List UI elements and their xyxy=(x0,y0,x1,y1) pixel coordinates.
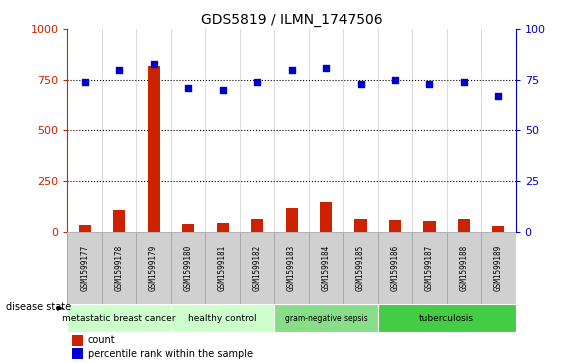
Text: count: count xyxy=(87,335,115,345)
Point xyxy=(356,81,365,87)
Bar xyxy=(72,335,83,346)
Point xyxy=(390,77,400,83)
Text: GSM1599177: GSM1599177 xyxy=(80,245,89,291)
Bar xyxy=(274,232,309,304)
Bar xyxy=(102,232,137,304)
Bar xyxy=(389,220,401,232)
Bar xyxy=(458,219,470,232)
Text: GSM1599183: GSM1599183 xyxy=(287,245,296,291)
Text: tuberculosis: tuberculosis xyxy=(419,314,474,323)
Point xyxy=(218,87,227,93)
Text: GSM1599180: GSM1599180 xyxy=(183,245,193,291)
Bar xyxy=(217,223,229,232)
Bar xyxy=(137,232,171,304)
Bar xyxy=(285,208,298,232)
Text: disease state: disease state xyxy=(6,302,71,312)
Bar xyxy=(72,348,83,359)
Text: healthy control: healthy control xyxy=(188,314,257,323)
Bar xyxy=(424,221,435,232)
Point xyxy=(114,67,124,73)
Text: GSM1599179: GSM1599179 xyxy=(149,245,158,291)
Bar xyxy=(205,232,240,304)
Bar xyxy=(343,232,378,304)
Bar xyxy=(240,232,274,304)
Bar xyxy=(309,232,343,304)
Text: GSM1599178: GSM1599178 xyxy=(115,245,124,291)
Bar xyxy=(182,224,194,232)
Text: GSM1599184: GSM1599184 xyxy=(322,245,331,291)
Bar xyxy=(67,304,171,332)
Text: ►: ► xyxy=(57,302,65,312)
Point xyxy=(183,85,193,91)
Bar xyxy=(378,304,516,332)
Point xyxy=(253,79,262,85)
Bar xyxy=(412,232,447,304)
Bar xyxy=(79,225,91,232)
Point xyxy=(459,79,469,85)
Bar xyxy=(67,232,102,304)
Text: percentile rank within the sample: percentile rank within the sample xyxy=(87,349,253,359)
Bar xyxy=(320,203,332,232)
Bar xyxy=(378,232,412,304)
Point xyxy=(287,67,296,73)
Title: GDS5819 / ILMN_1747506: GDS5819 / ILMN_1747506 xyxy=(201,13,382,26)
Bar xyxy=(251,219,263,232)
Point xyxy=(321,65,331,70)
Bar xyxy=(274,304,378,332)
Text: GSM1599188: GSM1599188 xyxy=(459,245,468,291)
Text: GSM1599181: GSM1599181 xyxy=(218,245,227,291)
Text: GSM1599189: GSM1599189 xyxy=(494,245,503,291)
Text: GSM1599182: GSM1599182 xyxy=(253,245,261,291)
Bar xyxy=(447,232,481,304)
Bar xyxy=(481,232,516,304)
Text: GSM1599186: GSM1599186 xyxy=(390,245,400,291)
Point xyxy=(494,93,503,99)
Bar xyxy=(171,232,205,304)
Text: GSM1599185: GSM1599185 xyxy=(356,245,365,291)
Point xyxy=(80,79,89,85)
Bar xyxy=(113,209,125,232)
Bar xyxy=(171,304,274,332)
Point xyxy=(149,61,158,66)
Text: gram-negative sepsis: gram-negative sepsis xyxy=(285,314,367,323)
Bar xyxy=(355,219,366,232)
Bar xyxy=(148,66,159,232)
Text: GSM1599187: GSM1599187 xyxy=(425,245,434,291)
Bar xyxy=(492,226,505,232)
Text: metastatic breast cancer: metastatic breast cancer xyxy=(62,314,176,323)
Point xyxy=(425,81,434,87)
